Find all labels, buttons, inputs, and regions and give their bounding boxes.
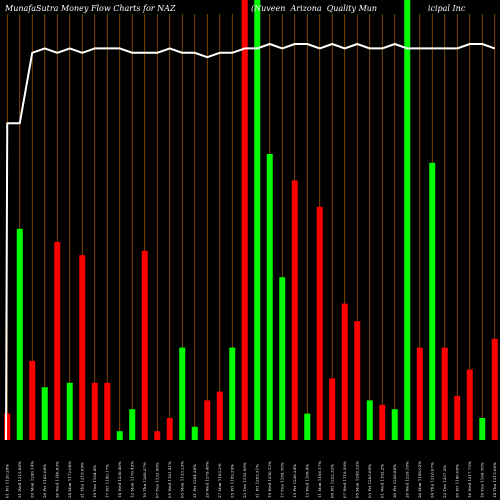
- x-tick-label: 22 Tue 1207.2%: [442, 465, 447, 498]
- money-flow-bar: [16, 228, 23, 440]
- money-flow-bar: [179, 347, 186, 440]
- x-tick-label: 26 Wed 1146.83%: [54, 461, 59, 498]
- money-flow-bar: [229, 347, 236, 440]
- x-tick-label: 03 Mon 1133.23%: [179, 461, 184, 498]
- money-flow-bar: [479, 418, 486, 440]
- money-flow-bar: [41, 387, 48, 440]
- x-tick-label: 20 Fri 1190.08%: [454, 464, 459, 498]
- x-tick-label: 15 Fri 1236.24%: [292, 464, 297, 498]
- x-tick-label: 29 Mon 1290.14%: [29, 461, 34, 498]
- money-flow-bar: [204, 400, 211, 440]
- x-tick-label: 13 Wed 1108.4%: [304, 464, 309, 498]
- x-tick-label: 19 Wed 1250.13%: [267, 461, 272, 498]
- money-flow-bar: [341, 303, 348, 440]
- chart-subtitle: (Nuveen Arizona Quality Mun icipal Inc: [251, 4, 466, 13]
- money-flow-bar: [191, 426, 198, 440]
- x-tick-label: 09 Fri 1222.32%: [329, 464, 334, 498]
- money-flow-bar: [416, 347, 423, 440]
- x-tick-label: 14 Thu 1215.08%: [492, 462, 497, 498]
- x-tick-label: 24 Mon 1172.08%: [67, 461, 72, 498]
- chart-title: MunafaSutra Money Flow Charts for NAZ: [4, 4, 176, 13]
- money-flow-bar: [129, 409, 136, 440]
- money-flow-bar: [354, 321, 361, 440]
- money-flow-bar: [454, 396, 461, 440]
- money-flow-bar: [266, 154, 273, 440]
- x-tick-label: 07 Wed 1119.59%: [342, 461, 347, 498]
- money-flow-bar: [466, 369, 473, 440]
- x-tick-label: 21 Fri 1205.51%: [254, 464, 259, 498]
- x-tick-label: 12 Mon 1170.43%: [129, 461, 134, 498]
- x-tick-label: 28 Wed 1229.18%: [404, 461, 409, 498]
- x-tick-label: 14 Wed 1230.40%: [117, 461, 122, 498]
- money-flow-bar: [66, 382, 73, 440]
- money-flow-bar: [291, 180, 298, 440]
- x-tick-label: 23 Tue 1155.08%: [242, 462, 247, 498]
- money-flow-bar: [379, 404, 386, 440]
- x-tick-label: 01 Wed 1192.2%: [379, 464, 384, 498]
- x-tick-label: 24 Thu 1216.07%: [429, 462, 434, 498]
- x-tick-label: 10 Thu 1268.37%: [142, 462, 147, 498]
- trend-line-path: [5, 43, 496, 441]
- x-tick-label: 07 Tue 1133.08%: [154, 462, 159, 498]
- money-flow-bar: [91, 382, 98, 440]
- x-tick-label: 31 Wed 1215.88%: [17, 461, 22, 498]
- money-flow-bar: [116, 431, 123, 440]
- money-flow-bar: [104, 382, 111, 440]
- x-tick-label: 16 Tue 1169.78%: [479, 462, 484, 498]
- trend-line: [5, 43, 496, 441]
- money-flow-bar: [441, 347, 448, 440]
- money-flow-bar: [241, 0, 248, 440]
- money-flow-bar: [404, 0, 411, 440]
- money-flow-bar: [254, 0, 261, 440]
- x-tick-label: 27 Mon 1183.2%: [217, 463, 222, 498]
- x-tick-label: 05 Mon 1248.22%: [354, 461, 359, 498]
- money-flow-bar: [166, 418, 173, 440]
- money-flow-bar: [429, 162, 436, 441]
- money-flow-bar: [4, 413, 11, 440]
- money-flow-bar: [491, 338, 498, 440]
- x-tick-label: 25 Fri 1189.29%: [229, 464, 234, 498]
- money-flow-bar: [141, 250, 148, 440]
- x-tick-label: 28 Fri 1182.08%: [42, 464, 47, 498]
- money-flow-bar: [329, 378, 336, 440]
- x-tick-label: 17 Tue 1189.78%: [279, 462, 284, 498]
- x-tick-label: 01 Fri 1120.28%: [4, 464, 9, 498]
- money-flow-bar: [279, 277, 286, 440]
- x-tick-label: 21 Thu 1218.09%: [79, 462, 84, 498]
- money-flow-bar: [29, 360, 36, 440]
- x-tick-label: 18 Wed 1217.75%: [467, 461, 472, 498]
- x-tick-label: 30 Fri 1228.88%: [392, 464, 397, 498]
- bars: [4, 0, 498, 441]
- money-flow-bar: [154, 431, 161, 440]
- x-tick-label: 05 Wed 1181.41%: [167, 461, 172, 498]
- money-flow-bar: [79, 255, 86, 440]
- x-tick-label: 03 Fri 1285.09%: [367, 464, 372, 498]
- money-flow-bar: [216, 391, 223, 440]
- x-tick-label: 17 Fri 1180.17%: [104, 464, 109, 498]
- money-flow-bar: [316, 206, 323, 440]
- x-tick-labels: 01 Fri 1120.28% 31 Wed 1215.88% 29 Mon 129…: [4, 461, 497, 498]
- x-tick-label: 11 Mon 1166.17%: [317, 461, 322, 498]
- x-tick-label: 29 Wed 1279.48%: [204, 461, 209, 498]
- x-tick-label: 26 Mon 1198.02%: [417, 461, 422, 498]
- x-tick-label: 31 Fri 1284.28%: [192, 464, 197, 498]
- money-flow-bar: [54, 242, 61, 440]
- money-flow-bar: [391, 409, 398, 440]
- money-flow-bar: [304, 413, 311, 440]
- x-tick-label: 19 Tue 1164.4%: [92, 465, 97, 498]
- money-flow-bar: [366, 400, 373, 440]
